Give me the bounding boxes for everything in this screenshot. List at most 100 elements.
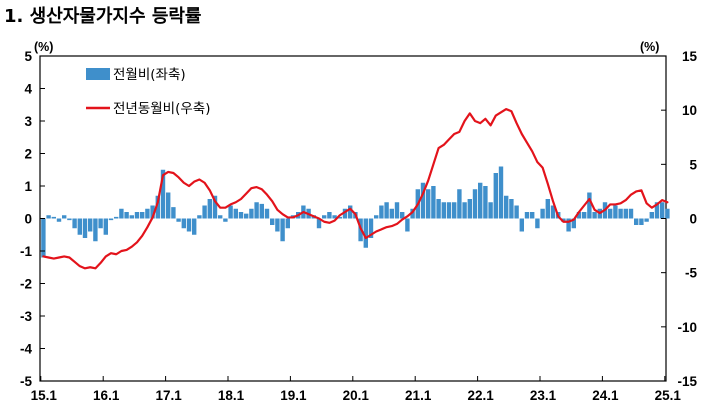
bar-mom-59 <box>348 205 353 219</box>
bar-mom-93 <box>524 212 530 219</box>
bar-mom-0 <box>41 218 46 258</box>
x-tick-label-4: 19.1 <box>280 388 307 403</box>
bar-mom-35 <box>223 218 228 222</box>
bar-mom-94 <box>530 212 535 219</box>
bar-mom-4 <box>62 215 67 219</box>
bar-mom-10 <box>93 218 98 242</box>
bar-mom-86 <box>488 202 493 219</box>
left-tick-label-3: 2 <box>24 147 32 162</box>
bar-mom-91 <box>514 205 519 219</box>
bar-mom-92 <box>519 218 524 232</box>
bar-mom-110 <box>613 205 618 219</box>
bar-mom-79 <box>452 202 457 219</box>
left-tick-label-6: -1 <box>20 244 32 259</box>
bar-mom-77 <box>441 202 446 219</box>
bar-mom-26 <box>176 218 181 222</box>
bar-mom-100 <box>561 218 566 222</box>
bar-mom-97 <box>545 199 550 219</box>
bar-mom-8 <box>82 218 88 238</box>
bar-mom-96 <box>540 208 545 219</box>
left-tick-label-0: 5 <box>24 49 32 64</box>
bar-mom-70 <box>405 218 410 232</box>
bar-mom-42 <box>259 203 264 219</box>
left-tick-label-1: 4 <box>24 82 32 97</box>
bar-mom-34 <box>218 215 223 219</box>
bar-mom-69 <box>400 212 405 219</box>
bar-mom-25 <box>171 207 176 219</box>
bar-mom-20 <box>145 208 150 219</box>
left-tick-label-4: 1 <box>24 179 32 194</box>
bar-mom-64 <box>374 215 379 219</box>
bar-mom-106 <box>592 212 597 219</box>
bar-mom-112 <box>623 208 628 219</box>
bar-mom-15 <box>119 208 124 219</box>
bar-mom-104 <box>582 212 587 219</box>
bar-mom-113 <box>628 208 634 219</box>
legend-bar-label: 전월비(좌축) <box>113 67 186 83</box>
bar-mom-16 <box>124 212 129 219</box>
line-series-group <box>42 107 669 270</box>
bar-mom-38 <box>238 212 244 219</box>
bar-mom-118 <box>654 202 660 219</box>
bar-mom-44 <box>270 218 275 225</box>
bar-mom-116 <box>644 218 649 222</box>
bar-mom-1 <box>46 215 51 219</box>
x-tick-label-7: 22.1 <box>467 388 494 403</box>
bar-mom-58 <box>342 208 348 219</box>
left-axis-unit: (%) <box>34 40 53 54</box>
bar-mom-54 <box>322 215 327 219</box>
bar-mom-111 <box>618 208 623 219</box>
bar-mom-31 <box>202 205 207 219</box>
bar-mom-98 <box>550 205 556 219</box>
bar-mom-18 <box>134 212 140 219</box>
right-tick-label-4: -5 <box>685 266 697 281</box>
bar-mom-11 <box>98 218 103 229</box>
bar-mom-22 <box>155 195 160 219</box>
legend-line-label: 전년동월비(우축) <box>113 101 210 117</box>
right-tick-label-2: 5 <box>689 157 697 172</box>
bar-mom-74 <box>426 189 431 219</box>
x-tick-label-9: 24.1 <box>592 388 619 403</box>
left-tick-label-5: 0 <box>24 212 32 227</box>
bar-mom-115 <box>639 218 644 225</box>
bar-mom-71 <box>410 208 415 219</box>
bar-mom-88 <box>498 166 504 219</box>
bar-mom-85 <box>483 186 488 219</box>
bar-mom-78 <box>446 202 452 219</box>
left-tick-label-2: 3 <box>24 114 32 129</box>
bar-mom-75 <box>431 186 436 219</box>
bar-mom-95 <box>535 218 540 229</box>
bar-mom-62 <box>363 218 368 248</box>
right-tick-label-6: -15 <box>677 374 697 389</box>
bar-mom-120 <box>665 208 670 219</box>
bar-mom-103 <box>576 212 582 219</box>
bar-mom-109 <box>608 208 613 219</box>
bar-mom-39 <box>244 213 249 219</box>
bar-mom-45 <box>275 218 280 232</box>
bar-mom-84 <box>478 182 483 219</box>
bar-mom-114 <box>634 218 639 225</box>
bar-mom-9 <box>88 218 93 232</box>
bar-mom-68 <box>394 202 400 219</box>
bar-mom-28 <box>186 218 192 232</box>
bar-mom-19 <box>140 212 145 219</box>
bar-mom-41 <box>254 202 259 219</box>
legend-bar-swatch <box>86 68 110 80</box>
x-tick-label-2: 17.1 <box>155 388 182 403</box>
right-tick-label-3: 0 <box>689 212 697 227</box>
left-tick-label-10: -5 <box>20 374 32 389</box>
bar-mom-46 <box>280 218 285 242</box>
bar-mom-33 <box>212 195 218 219</box>
yoy-series-line <box>42 107 669 270</box>
bar-mom-57 <box>337 216 342 219</box>
legend: 전월비(좌축) 전년동월비(우축) <box>86 67 210 117</box>
right-tick-label-1: 10 <box>682 103 697 118</box>
right-tick-label-5: -10 <box>677 320 697 335</box>
x-tick-label-8: 23.1 <box>530 388 557 403</box>
bar-mom-27 <box>181 218 186 229</box>
x-tick-label-1: 16.1 <box>93 388 120 403</box>
x-tick-label-5: 20.1 <box>343 388 370 403</box>
bar-mom-37 <box>233 208 238 219</box>
bar-mom-63 <box>368 218 374 238</box>
